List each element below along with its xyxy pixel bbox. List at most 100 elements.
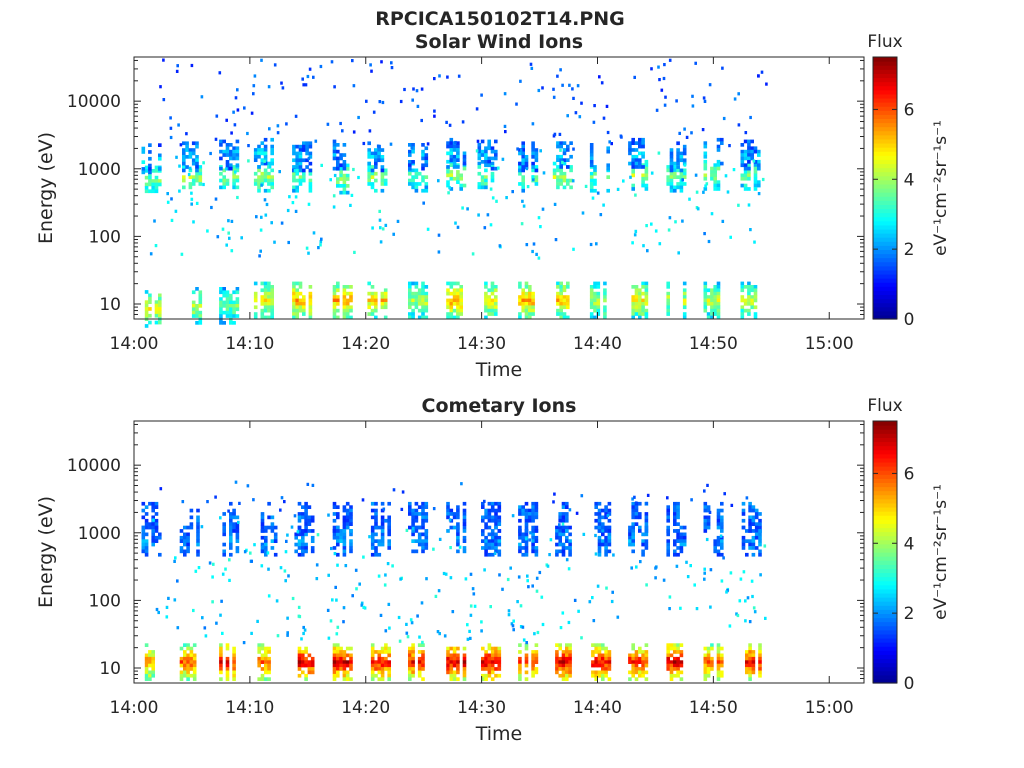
flux-cell [222, 175, 226, 179]
flux-cell [459, 176, 463, 181]
flux-cell [424, 182, 429, 186]
flux-cell [716, 512, 721, 516]
flux-cell [741, 525, 746, 530]
flux-cell [264, 529, 268, 533]
flux-cell [345, 285, 350, 289]
flux-cell [260, 643, 265, 647]
flux-cell [253, 305, 258, 310]
flux-cell [286, 616, 289, 620]
flux-cell [141, 167, 146, 171]
flux-cell [219, 643, 223, 647]
flux-cell [232, 153, 236, 157]
flux-cell [384, 663, 388, 668]
flux-cell [149, 252, 153, 256]
flux-cell [449, 670, 454, 675]
flux-cell [589, 146, 594, 151]
flux-cell [215, 114, 219, 118]
flux-cell [298, 144, 303, 149]
colorbar-step [873, 633, 897, 639]
flux-cell [170, 197, 173, 201]
flux-cell [462, 670, 467, 675]
flux-cell [518, 549, 522, 554]
flux-cell [462, 525, 467, 530]
flux-cell [628, 539, 632, 543]
flux-cell [391, 564, 394, 568]
colorbar-step [873, 437, 897, 443]
flux-cell [531, 650, 535, 654]
flux-cell [669, 663, 674, 668]
flux-cell [298, 178, 303, 183]
flux-cell [307, 518, 312, 523]
flux-cell [644, 298, 649, 303]
flux-cell [597, 552, 602, 557]
flux-cell [144, 310, 149, 315]
flux-cell [297, 646, 302, 651]
flux-cell [307, 251, 310, 255]
flux-cell [679, 525, 684, 530]
flux-cell [295, 178, 299, 183]
flux-cell [666, 291, 670, 296]
flux-cell [446, 159, 450, 164]
flux-cell [676, 165, 680, 169]
flux-cell [676, 656, 680, 661]
flux-cell [524, 670, 529, 675]
flux-cell [332, 529, 337, 533]
flux-cell [521, 508, 525, 513]
flux-cell [182, 161, 186, 166]
flux-cell [754, 546, 759, 550]
flux-cell [411, 653, 415, 658]
flux-cell [748, 650, 752, 654]
flux-cell [421, 312, 425, 316]
flux-cell [339, 170, 343, 175]
flux-cell [151, 542, 155, 547]
flux-cell [740, 288, 745, 293]
flux-cell [556, 178, 560, 183]
flux-cell [631, 173, 635, 178]
flux-cell [408, 285, 412, 289]
flux-cell [179, 549, 184, 554]
flux-cell [260, 549, 265, 554]
flux-cell [518, 677, 522, 681]
flux-cell [534, 505, 539, 509]
flux-cell [524, 656, 529, 661]
flux-cell [363, 606, 367, 610]
colorbar-step [873, 298, 897, 304]
flux-cell [679, 535, 684, 540]
flux-cell [610, 142, 613, 146]
flux-cell [706, 667, 711, 671]
flux-cell [225, 243, 228, 247]
flux-cell [568, 532, 572, 537]
flux-cell [764, 616, 767, 620]
flux-cell [302, 83, 305, 87]
flux-cell [706, 505, 711, 509]
flux-cell [270, 546, 275, 550]
flux-cell [601, 529, 605, 533]
flux-cell [469, 604, 473, 608]
flux-cell [604, 552, 608, 557]
flux-cell [480, 629, 483, 633]
flux-cell [710, 302, 714, 306]
flux-cell [297, 660, 302, 664]
flux-cell [148, 150, 152, 154]
flux-cell [604, 670, 608, 675]
flux-cell [454, 221, 457, 225]
flux-cell [308, 308, 313, 313]
colorbar-tick-label: 4 [904, 534, 915, 554]
flux-cell [634, 508, 639, 513]
flux-cell [569, 168, 573, 173]
flux-cell [591, 650, 595, 654]
flux-cell [446, 151, 450, 156]
flux-cell [747, 203, 751, 207]
flux-cell [236, 195, 239, 200]
flux-cell [740, 295, 745, 299]
flux-cell [634, 667, 639, 671]
flux-cell [349, 663, 353, 668]
flux-cell [673, 185, 677, 190]
flux-cell [484, 308, 488, 313]
flux-cell [342, 180, 347, 185]
flux-cell [484, 542, 488, 547]
flux-cell [345, 163, 350, 168]
flux-cell [524, 158, 529, 163]
flux-cell [225, 314, 230, 318]
flux-cell [380, 302, 385, 306]
